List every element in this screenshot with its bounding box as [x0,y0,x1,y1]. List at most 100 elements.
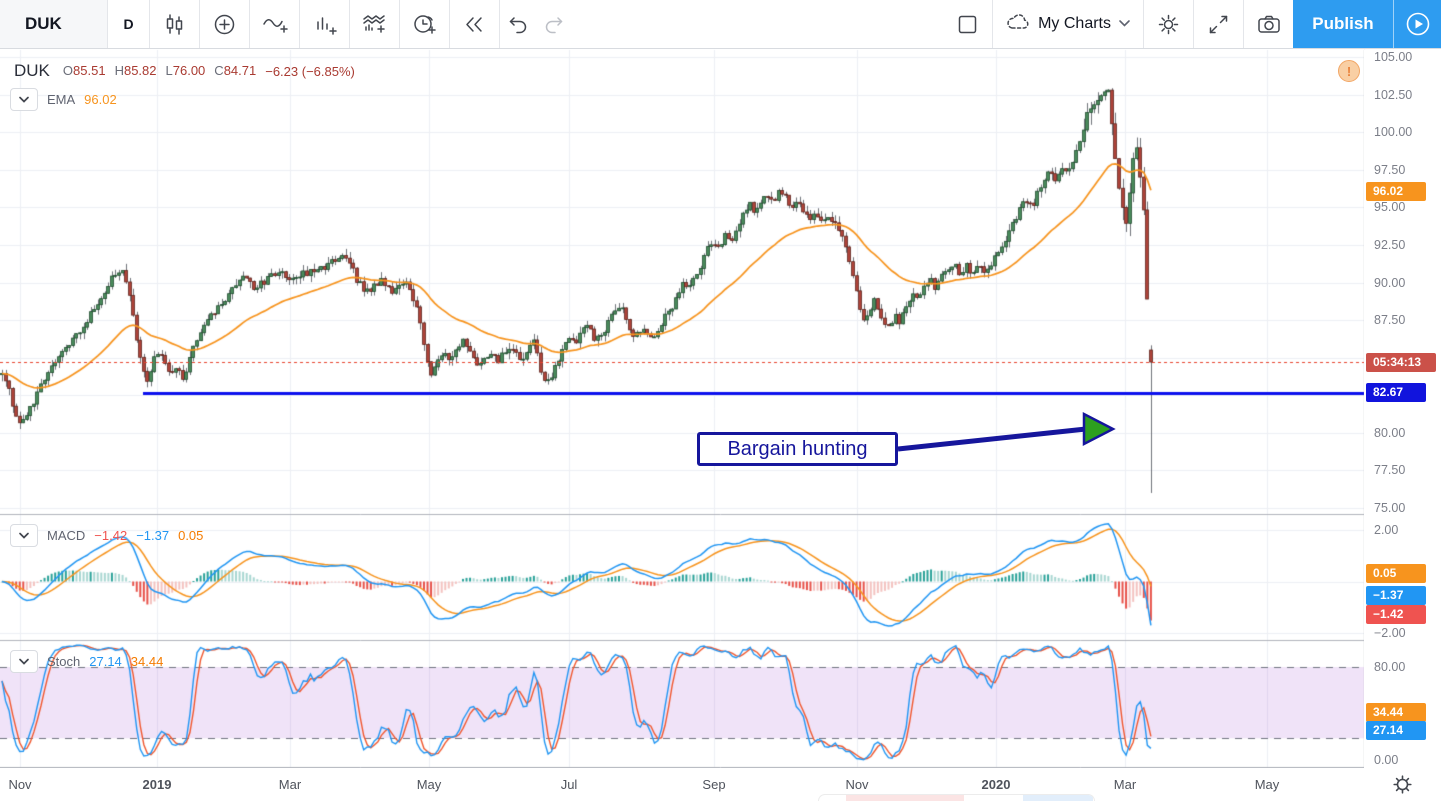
axis-tick-label: 87.50 [1374,313,1406,328]
sun-theme-icon [1393,775,1412,794]
chevron-down-icon [1118,15,1131,33]
my-charts-label: My Charts [1038,15,1111,32]
axis-tick-label: 77.50 [1374,463,1406,478]
fullscreen-icon[interactable] [1194,0,1243,48]
bottom-popup-strip [818,794,1095,801]
interval-button[interactable]: D [123,16,134,32]
time-axis-label: Jul [560,777,578,792]
stoch-label[interactable]: Stoch [47,654,81,669]
stoch-legend: Stoch 27.14 34.44 [10,650,163,673]
axis-tick-label: 90.00 [1374,275,1406,290]
main-legend: DUK O85.51 H85.82 L76.00 C84.71 −6.23 (−… [14,61,355,81]
macd-hist-value: −1.42 [94,528,128,543]
ema-legend: EMA 96.02 [10,88,117,111]
toolbar-separator [1193,0,1194,48]
alert-clock-icon[interactable] [400,0,449,48]
strip-segment-blue [1023,795,1093,801]
toolbar-separator [349,0,350,48]
toolbar-separator [399,0,400,48]
stoch-value-label: 34.44 [1366,702,1426,722]
publish-play-button[interactable] [1393,0,1441,48]
gear-icon[interactable] [1144,0,1193,48]
axis-tick-label: −2.00 [1374,626,1406,640]
compare-add-icon[interactable] [200,0,249,48]
legend-open: O85.51 [62,63,106,78]
toolbar-separator [199,0,200,48]
axis-tick-label: 100.00 [1374,125,1413,140]
collapse-main-button[interactable] [10,88,38,111]
time-axis-label: Nov [845,777,869,792]
toolbar-separator [299,0,300,48]
axis-tick-label: 75.00 [1374,501,1406,515]
toolbar-separator [149,0,150,48]
macd-label[interactable]: MACD [47,528,86,543]
symbol-search-button[interactable]: DUK [0,0,107,48]
legend-low: L76.00 [165,63,206,78]
axis-tick-label: 97.50 [1374,162,1406,177]
indicators-icon[interactable] [250,0,299,48]
time-axis-label: May [416,777,442,792]
toolbar-right: My Charts Publish [943,0,1441,48]
stoch-d-value: 34.44 [130,654,164,669]
ema-value: 96.02 [84,92,117,107]
time-axis-label: Nov [8,777,32,792]
toolbar-left: DUK D [0,0,570,48]
macd-value-label: −1.37 [1366,585,1426,605]
support-price-label: 82.67 [1366,383,1426,403]
stoch-k-value: 27.14 [89,654,122,669]
strip-segment-pink [846,795,964,801]
ema-price-label: 96.02 [1366,182,1426,202]
time-axis-settings[interactable] [1364,768,1441,801]
time-axis[interactable]: Nov 2019 Mar May Jul Sep Nov 2020 Mar May [0,768,1364,801]
toolbar-separator [107,0,108,48]
layout-icon[interactable] [943,0,992,48]
undo-icon[interactable] [500,0,537,48]
axis-tick-label: 105.00 [1374,50,1413,64]
macd-value-label: 0.05 [1366,563,1426,583]
time-axis-label: May [1254,777,1280,792]
replay-icon[interactable] [450,0,499,48]
my-charts-menu[interactable]: My Charts [993,0,1143,48]
axis-tick-label: 95.00 [1374,200,1406,215]
legend-close: C84.71 [214,63,257,78]
toolbar-separator [499,0,500,48]
candlestick-style-icon[interactable] [150,0,199,48]
cloud-icon [1005,11,1031,38]
axis-tick-label: 80.00 [1374,425,1406,440]
macd-signal-value: 0.05 [178,528,204,543]
camera-icon[interactable] [1244,0,1293,48]
ema-label[interactable]: EMA [47,92,76,107]
time-axis-label: Mar [1113,777,1137,792]
bar-countdown-label: 05:34:13 [1366,352,1436,372]
time-axis-label: Sep [702,777,726,792]
macd-legend: MACD −1.42 −1.37 0.05 [10,524,203,547]
delayed-data-warning-icon[interactable]: ! [1338,60,1360,82]
toolbar-separator [992,0,994,48]
legend-symbol[interactable]: DUK [14,61,50,80]
toolbar-separator [1143,0,1144,48]
annotation-text-box[interactable]: Bargain hunting [697,432,898,466]
redo-icon[interactable] [537,0,570,48]
macd-value-label: −1.42 [1366,604,1426,624]
time-axis-label: 2019 [142,777,172,792]
toolbar-separator [1243,0,1244,48]
top-toolbar: DUK D [0,0,1441,49]
axis-tick-label: 2.00 [1374,523,1399,537]
patterns-icon[interactable] [350,0,399,48]
fundamentals-icon[interactable] [300,0,349,48]
axis-tick-label: 0.00 [1374,753,1399,767]
collapse-macd-button[interactable] [10,524,38,547]
stoch-value-label: 27.14 [1366,720,1426,740]
publish-button[interactable]: Publish [1293,0,1393,48]
toolbar-separator [449,0,450,48]
legend-high: H85.82 [114,63,157,78]
legend-change: −6.23 (−6.85%) [265,63,355,79]
axis-tick-label: 102.50 [1374,87,1413,102]
axis-tick-label: 80.00 [1374,660,1406,674]
collapse-stoch-button[interactable] [10,650,38,673]
price-axis[interactable]: 105.00 102.50 100.00 97.50 95.00 92.50 90.00 87… [1364,50,1441,768]
annotation-arrow[interactable] [890,403,1125,463]
macd-line-value: −1.37 [136,528,170,543]
